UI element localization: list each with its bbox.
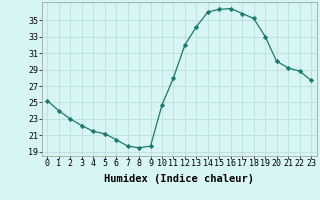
X-axis label: Humidex (Indice chaleur): Humidex (Indice chaleur) <box>104 174 254 184</box>
